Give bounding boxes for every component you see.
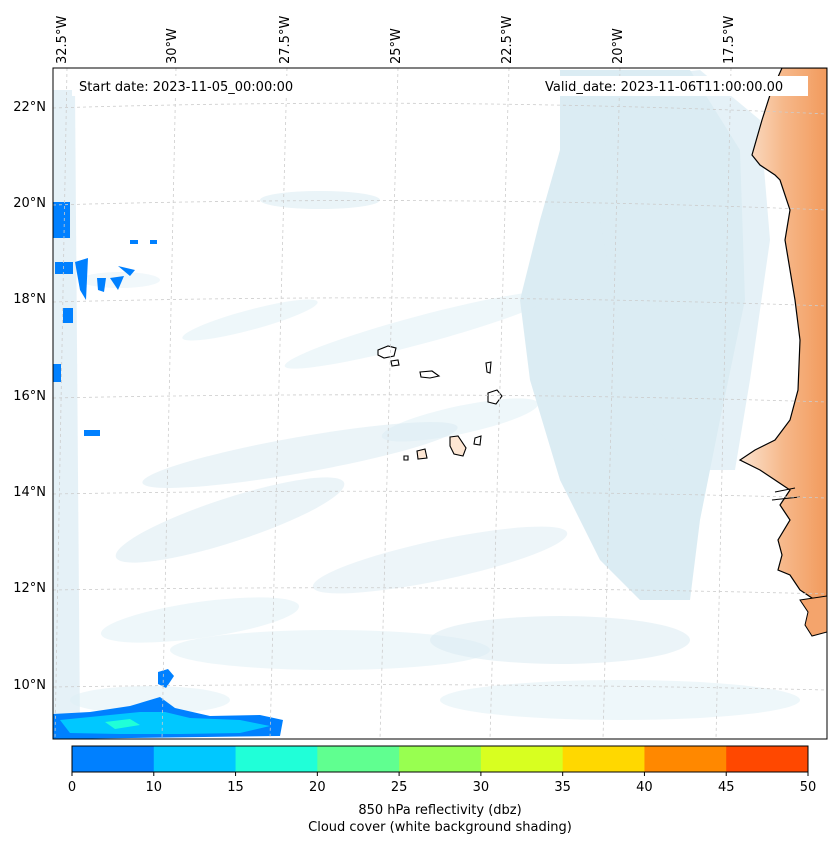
colorbar-segment <box>726 746 809 772</box>
start-date-label: Start date: 2023-11-05_00:00:00 <box>79 80 293 95</box>
lon-label-32-5w: 32.5°W <box>55 16 70 64</box>
lat-label-22n: 22°N <box>13 100 46 115</box>
colorbar-tick-label: 25 <box>391 780 408 795</box>
map-panel: Start date: 2023-11-05_00:00:00 Valid_da… <box>53 68 827 739</box>
lat-label-12n: 12°N <box>13 581 46 596</box>
longitude-labels: 32.5°W 30°W 27.5°W 25°W 22.5°W 20°W 17.5… <box>55 16 737 64</box>
west-africa-land <box>738 68 827 601</box>
island-maio <box>473 435 482 446</box>
colorbar-label-reflectivity: 850 hPa reflectivity (dbz) <box>358 803 521 818</box>
colorbar-segment <box>399 746 482 772</box>
colorbar-segment <box>235 746 318 772</box>
lon-label-20w: 20°W <box>611 28 626 64</box>
island-santo-antao <box>377 345 397 359</box>
reflectivity-patch <box>130 240 138 244</box>
cape-verde-islands <box>377 345 503 461</box>
island-brava <box>403 455 409 461</box>
colorbar-segment <box>480 746 564 772</box>
reflectivity-areas <box>53 202 283 739</box>
colorbar: 0 10 15 20 25 30 35 40 45 50 850 hPa reflectivity… <box>68 745 816 835</box>
colorbar-tick-label: 10 <box>146 780 163 795</box>
island-sao-nicolau <box>419 370 441 379</box>
colorbar-tick-label: 50 <box>800 780 817 795</box>
colorbar-tick-label: 35 <box>554 780 571 795</box>
reflectivity-patch <box>84 430 100 436</box>
reflectivity-patch <box>63 308 73 323</box>
island-santiago <box>449 435 467 457</box>
colorbar-segment <box>317 746 400 772</box>
colorbar-segment <box>153 746 237 772</box>
guinea-coast <box>799 595 827 637</box>
lon-label-17-5w: 17.5°W <box>722 16 737 64</box>
reflectivity-patch <box>150 240 157 244</box>
island-sal <box>485 361 492 374</box>
colorbar-segment <box>644 746 727 772</box>
reflectivity-patch <box>53 202 70 238</box>
lon-label-25w: 25°W <box>389 28 404 64</box>
start-date-box <box>72 76 312 96</box>
reflectivity-patch <box>118 266 135 276</box>
gridlines <box>53 68 827 739</box>
colorbar-segments <box>72 746 809 772</box>
lat-label-16n: 16°N <box>13 389 46 404</box>
island-sao-vicente <box>390 359 400 367</box>
lat-label-20n: 20°N <box>13 196 46 211</box>
date-labels: Start date: 2023-11-05_00:00:00 Valid_da… <box>72 76 808 96</box>
colorbar-tick-label: 40 <box>636 780 653 795</box>
reflectivity-patch <box>110 276 124 290</box>
colorbar-tick-label: 20 <box>309 780 326 795</box>
colorbar-label-cloud-cover: Cloud cover (white background shading) <box>308 820 572 835</box>
colorbar-tick-label: 0 <box>68 780 76 795</box>
reflectivity-patch <box>53 364 61 382</box>
map-frame <box>52 67 828 740</box>
reflectivity-patch <box>158 669 174 688</box>
cloud-cover-shading <box>53 70 800 730</box>
island-fogo <box>416 448 428 460</box>
colorbar-tick-label: 45 <box>718 780 735 795</box>
reflectivity-patch <box>97 278 106 292</box>
lon-label-27-5w: 27.5°W <box>278 16 293 64</box>
lat-label-18n: 18°N <box>13 292 46 307</box>
lon-label-22-5w: 22.5°W <box>500 16 515 64</box>
island-boa-vista <box>487 389 503 405</box>
reflectivity-band-core <box>105 719 140 729</box>
lat-label-14n: 14°N <box>13 485 46 500</box>
colorbar-tick-label: 15 <box>227 780 244 795</box>
colorbar-segment <box>562 746 645 772</box>
lat-label-10n: 10°N <box>13 678 46 693</box>
valid-date-label: Valid_date: 2023-11-06T11:00:00.00 <box>545 80 783 95</box>
colorbar-ticks: 0 10 15 20 25 30 35 40 45 50 <box>68 772 816 795</box>
gambia-river <box>771 487 801 501</box>
latitude-labels: 22°N 20°N 18°N 16°N 14°N 12°N 10°N <box>13 100 46 693</box>
valid-date-box <box>540 76 808 96</box>
lon-label-30w: 30°W <box>165 28 180 64</box>
colorbar-segment <box>72 746 155 772</box>
reflectivity-band-inner <box>60 712 270 734</box>
reflectivity-patch <box>55 262 73 274</box>
reflectivity-patch <box>75 258 88 300</box>
colorbar-tick-label: 30 <box>473 780 490 795</box>
colorbar-frame <box>71 745 809 773</box>
